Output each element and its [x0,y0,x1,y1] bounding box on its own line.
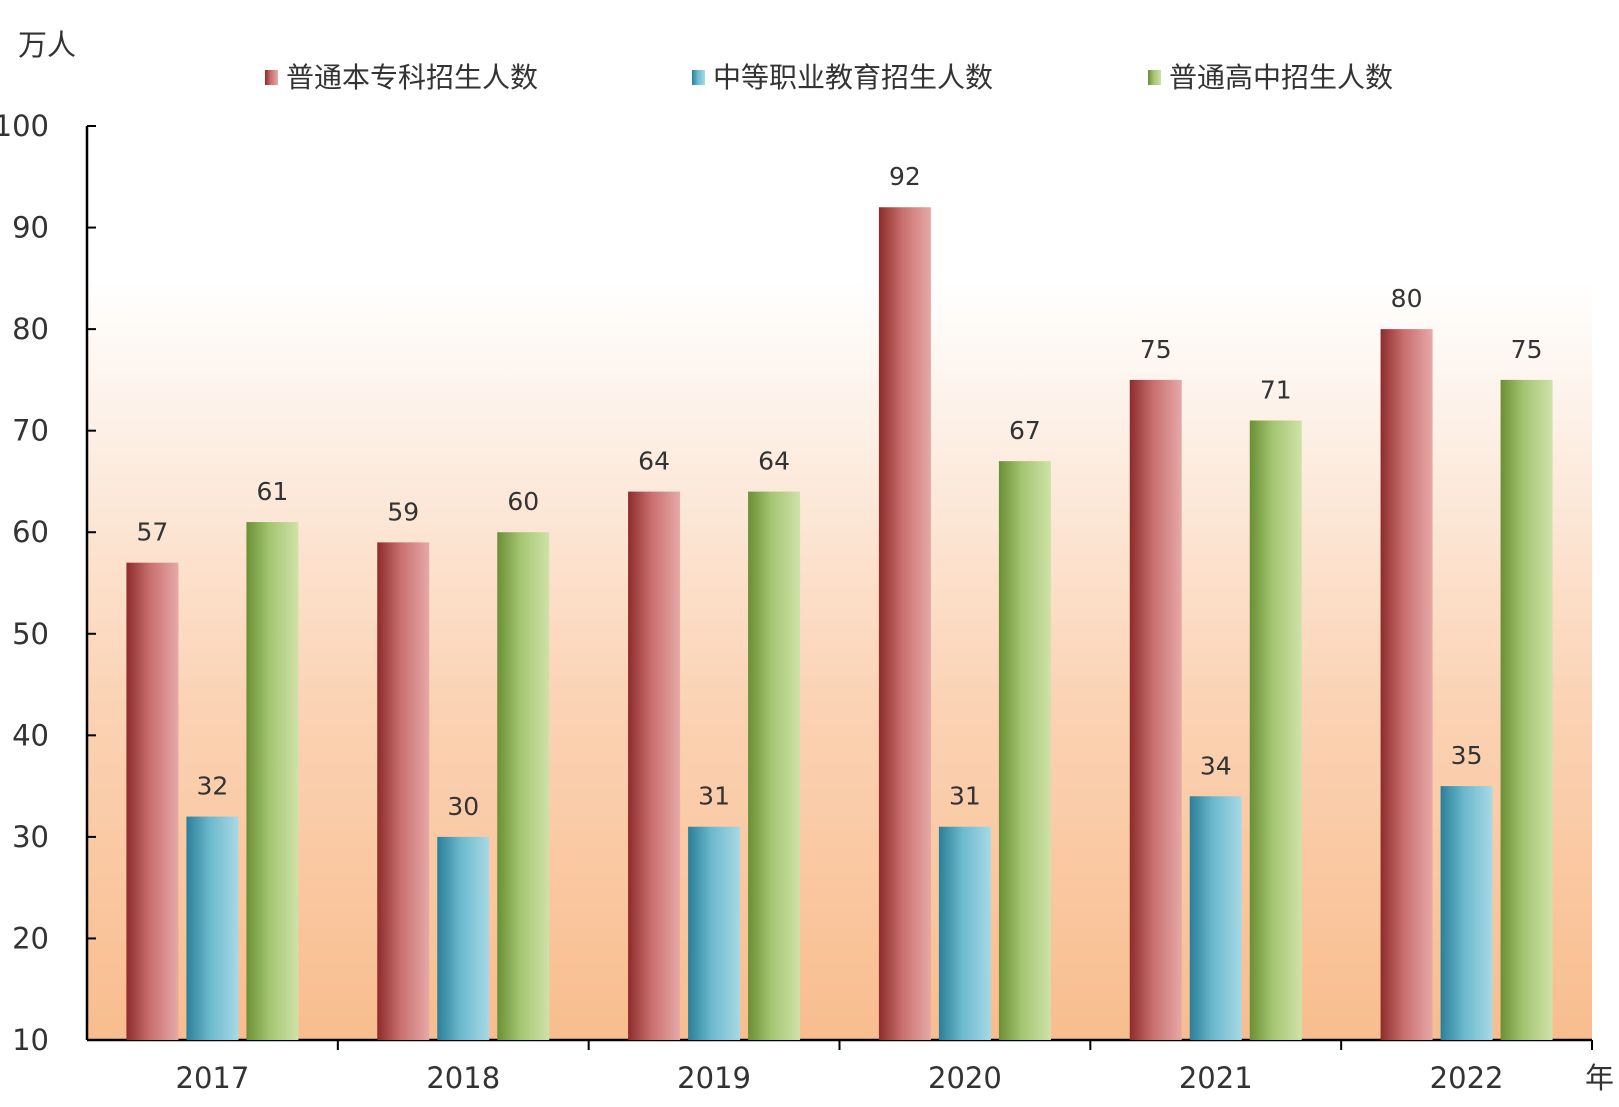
y-tick-label: 40 [12,718,49,752]
series-gaozhong-bar [1249,420,1302,1040]
series-zhongzhi-bar [437,836,490,1040]
plot-background [87,280,1592,1040]
series-gaozhong-data-label: 71 [1260,376,1292,405]
legend-label-series-benzhuanke: 普通本专科招生人数 [286,61,538,94]
bars [126,207,1553,1041]
series-zhongzhi-bar [1189,796,1242,1040]
series-zhongzhi-bar [688,826,741,1040]
series-gaozhong-bar [497,532,550,1040]
series-benzhuanke-data-label: 75 [1140,335,1172,364]
series-gaozhong-data-label: 60 [507,487,539,516]
x-axis-unit-label: 年 [1585,1061,1614,1095]
y-tick-label: 10 [12,1023,49,1057]
series-benzhuanke-data-label: 92 [889,162,921,191]
y-tick-label: 30 [12,820,49,854]
data-labels: 57 59 64 92 75 80 32 30 31 31 34 35 61 60 64 67 71 75 [137,162,1543,821]
x-tick-label: 2022 [1430,1061,1504,1095]
y-tick-label: 80 [12,312,49,346]
series-benzhuanke-bar [628,491,681,1041]
legend: 普通本专科招生人数 中等职业教育招生人数 普通高中招生人数 [265,61,1393,94]
series-benzhuanke-data-label: 57 [137,518,169,547]
series-zhongzhi-data-label: 31 [949,782,981,811]
y-axis: 10 20 30 40 50 60 70 80 90 100 [0,109,96,1057]
legend-swatch-series-gaozhong [1148,70,1161,85]
x-tick-label: 2017 [176,1061,250,1095]
x-tick-label: 2020 [928,1061,1002,1095]
y-tick-label: 50 [12,617,49,651]
series-gaozhong-data-label: 61 [257,477,289,506]
series-gaozhong-bar [1500,379,1553,1040]
series-zhongzhi-data-label: 30 [447,792,479,821]
series-benzhuanke-bar [1129,379,1182,1040]
x-tick-label: 2019 [677,1061,751,1095]
series-gaozhong-data-label: 75 [1511,335,1543,364]
series-zhongzhi-bar [938,826,991,1040]
series-zhongzhi-data-label: 31 [698,782,730,811]
series-gaozhong-bar [246,522,299,1040]
series-zhongzhi-data-label: 35 [1451,741,1483,770]
y-tick-label: 100 [0,109,49,143]
series-zhongzhi-bar [1440,786,1493,1040]
series-benzhuanke-bar [377,542,430,1040]
series-gaozhong-data-label: 64 [758,447,790,476]
series-gaozhong-bar [748,491,801,1041]
series-benzhuanke-bar [1380,329,1433,1041]
series-gaozhong-data-label: 67 [1009,416,1041,445]
series-benzhuanke-bar [878,207,931,1040]
series-zhongzhi-data-label: 34 [1200,751,1232,780]
x-tick-label: 2018 [426,1061,500,1095]
legend-label-series-zhongzhi: 中等职业教育招生人数 [713,61,993,94]
x-tick-label: 2021 [1179,1061,1253,1095]
series-benzhuanke-data-label: 64 [638,447,670,476]
series-gaozhong-bar [998,461,1051,1041]
legend-label-series-gaozhong: 普通高中招生人数 [1169,61,1393,94]
legend-swatch-series-zhongzhi [692,70,705,85]
series-zhongzhi-data-label: 32 [197,772,229,801]
y-axis-unit-label: 万人 [18,28,76,62]
legend-swatch-series-benzhuanke [265,70,278,85]
y-tick-label: 20 [12,921,49,955]
x-axis: 2017 2018 2019 2020 2021 2022 [87,1038,1593,1095]
y-tick-label: 90 [12,211,49,245]
series-benzhuanke-data-label: 59 [387,497,419,526]
y-tick-label: 60 [12,515,49,549]
y-tick-label: 70 [12,414,49,448]
series-zhongzhi-bar [186,816,239,1040]
series-benzhuanke-data-label: 80 [1391,284,1423,313]
series-benzhuanke-bar [126,562,179,1040]
